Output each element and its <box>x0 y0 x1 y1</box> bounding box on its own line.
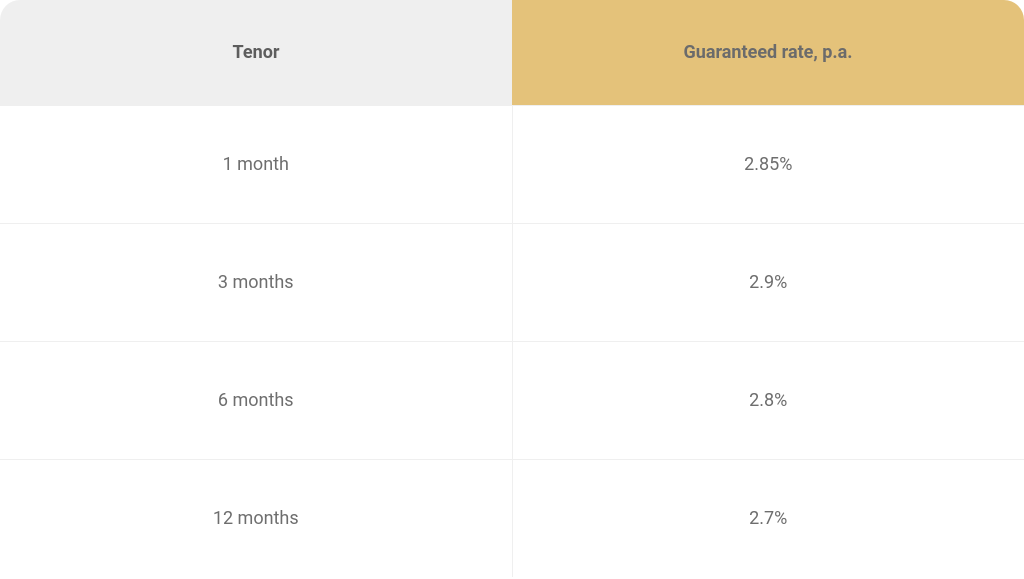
tenor-cell: 6 months <box>0 342 512 459</box>
header-rate: Guaranteed rate, p.a. <box>512 0 1024 105</box>
tenor-cell: 12 months <box>0 460 512 577</box>
rate-cell: 2.9% <box>512 224 1024 341</box>
table-row: 1 month 2.85% <box>0 105 1024 223</box>
table-row: 6 months 2.8% <box>0 341 1024 459</box>
table-header-row: Tenor Guaranteed rate, p.a. <box>0 0 1024 105</box>
table-row: 12 months 2.7% <box>0 459 1024 577</box>
rates-table: Tenor Guaranteed rate, p.a. 1 month 2.85… <box>0 0 1024 577</box>
tenor-cell: 3 months <box>0 224 512 341</box>
tenor-cell: 1 month <box>0 106 512 223</box>
rate-cell: 2.8% <box>512 342 1024 459</box>
table-row: 3 months 2.9% <box>0 223 1024 341</box>
rate-cell: 2.85% <box>512 106 1024 223</box>
rate-cell: 2.7% <box>512 460 1024 577</box>
header-tenor: Tenor <box>0 0 512 105</box>
